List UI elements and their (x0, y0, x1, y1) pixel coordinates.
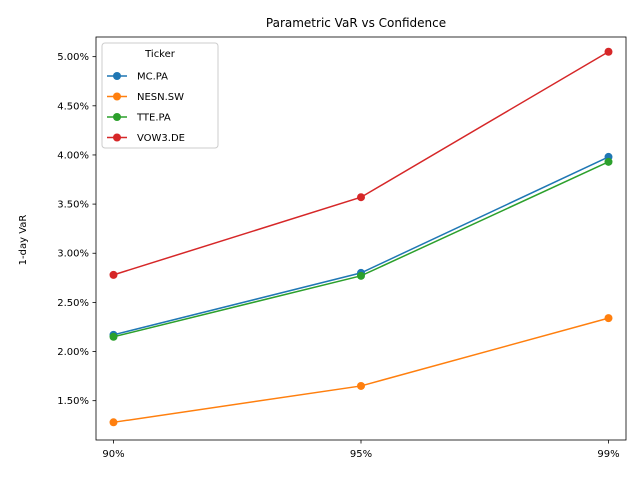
data-point (604, 314, 613, 323)
data-point (357, 381, 365, 390)
legend-swatch-marker (113, 92, 121, 101)
x-tick-label: 95% (350, 449, 372, 460)
y-tick-label: 4.00% (57, 150, 89, 161)
data-point (109, 332, 118, 341)
y-tick-label: 4.50% (57, 101, 89, 112)
series-layer (109, 47, 613, 427)
y-tick-label: 3.50% (57, 200, 89, 211)
legend-label: MC.PA (137, 72, 168, 83)
data-point (604, 157, 613, 166)
legend-label: NESN.SW (137, 92, 184, 103)
y-tick-label: 3.00% (57, 249, 89, 260)
y-tick-label: 2.50% (57, 298, 89, 309)
data-point (357, 271, 365, 280)
y-tick-label: 2.00% (57, 347, 89, 358)
legend-label: TTE.PA (136, 113, 171, 124)
y-tick-label: 5.00% (57, 52, 89, 63)
legend-box (101, 42, 219, 149)
legend: Ticker MC.PA NESN.SW TTE.PA VOW3.DE (101, 42, 219, 149)
y-axis-title: 1-day VaR (18, 215, 29, 266)
data-point (109, 418, 118, 427)
legend-swatch-marker (113, 72, 121, 80)
axes-layer: 1.50% 2.00% 2.50% 3.00% 3.50% 4.00% 4.50% 5.00%… (57, 36, 627, 460)
chart-title: Parametric VaR vs Confidence (266, 16, 446, 30)
legend-swatch-marker (113, 113, 121, 121)
y-tick-label: 1.50% (57, 396, 89, 407)
legend-title: Ticker (144, 49, 176, 60)
x-tick-label: 90% (102, 449, 124, 460)
data-point (604, 47, 613, 56)
legend-swatch-marker (113, 133, 121, 142)
legend-label: VOW3.DE (137, 133, 185, 144)
x-tick-label: 99% (597, 449, 619, 460)
data-point (357, 193, 365, 202)
data-point (109, 270, 118, 279)
